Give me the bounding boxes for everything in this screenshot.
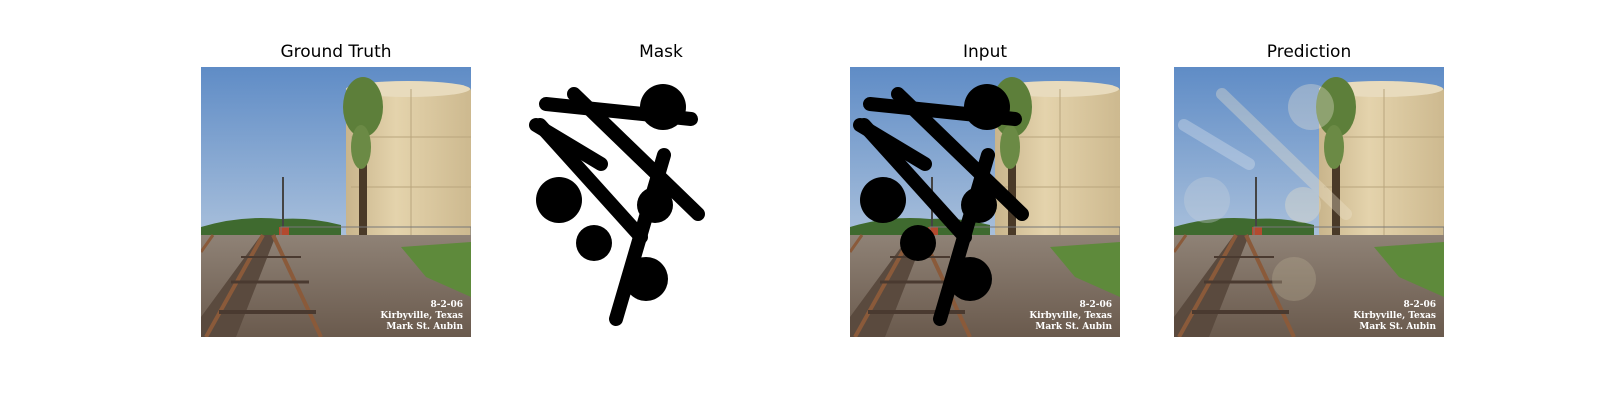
caption-author: Mark St. Aubin: [1035, 322, 1112, 332]
ground-truth-image: 8-2-06 Kirbyville, Texas Mark St. Aubin: [201, 67, 471, 337]
panel-ground-truth: Ground Truth 8-2-06 Kirbyville, Texas Ma…: [201, 0, 471, 400]
caption-date: 8-2-06: [1403, 300, 1436, 310]
panel-title: Input: [962, 42, 1008, 62]
panel-input: Input 8-2-06 Kirbyville, Texas Mark St. …: [850, 0, 1120, 400]
caption-place: Kirbyville, Texas: [1353, 311, 1436, 321]
panel-prediction: Prediction 8-2-06 Kirbyville, Texas Mark…: [1174, 0, 1444, 400]
panel-mask: Mask: [526, 0, 796, 400]
mask-image: [526, 67, 796, 337]
caption-author: Mark St. Aubin: [1359, 322, 1436, 332]
panel-title: Mask: [639, 42, 683, 62]
caption-place: Kirbyville, Texas: [380, 311, 463, 321]
panel-title: Ground Truth: [280, 42, 392, 62]
caption-place: Kirbyville, Texas: [1029, 311, 1112, 321]
prediction-image: 8-2-06 Kirbyville, Texas Mark St. Aubin: [1174, 67, 1444, 337]
caption-author: Mark St. Aubin: [386, 322, 463, 332]
caption-date: 8-2-06: [430, 300, 463, 310]
caption-date: 8-2-06: [1079, 300, 1112, 310]
input-image: 8-2-06 Kirbyville, Texas Mark St. Aubin: [850, 67, 1120, 337]
panel-title: Prediction: [1266, 42, 1352, 62]
